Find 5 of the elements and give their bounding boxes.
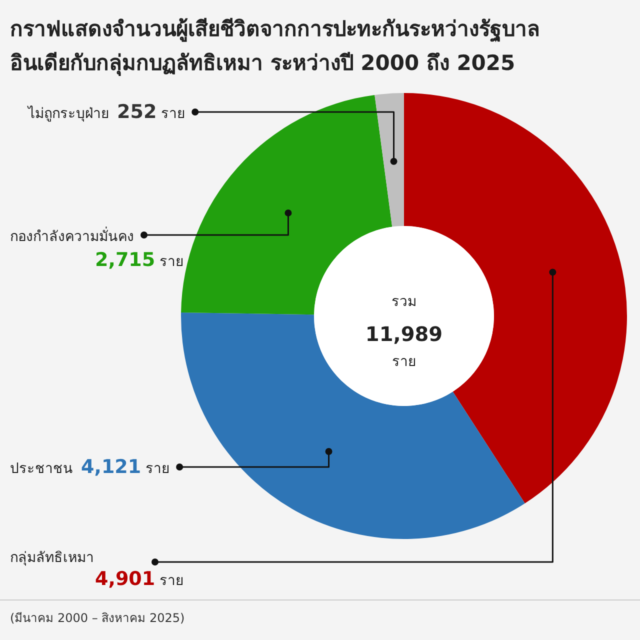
- text: (มีนาคม 2000 – สิงหาคม 2025): [10, 611, 185, 625]
- chart-title: กราฟแสดงจำนวนผู้เสียชีวิตจากการปะทะกันระหว่างรัฐบาลอินเดียกับกลุ่มกบฏลัทธิเหมา ระหว่างปี 2000 ถึง 2025: [10, 16, 541, 78]
- text: ราย: [392, 354, 416, 370]
- text: รวม: [392, 294, 416, 310]
- text: 11,989: [365, 322, 443, 346]
